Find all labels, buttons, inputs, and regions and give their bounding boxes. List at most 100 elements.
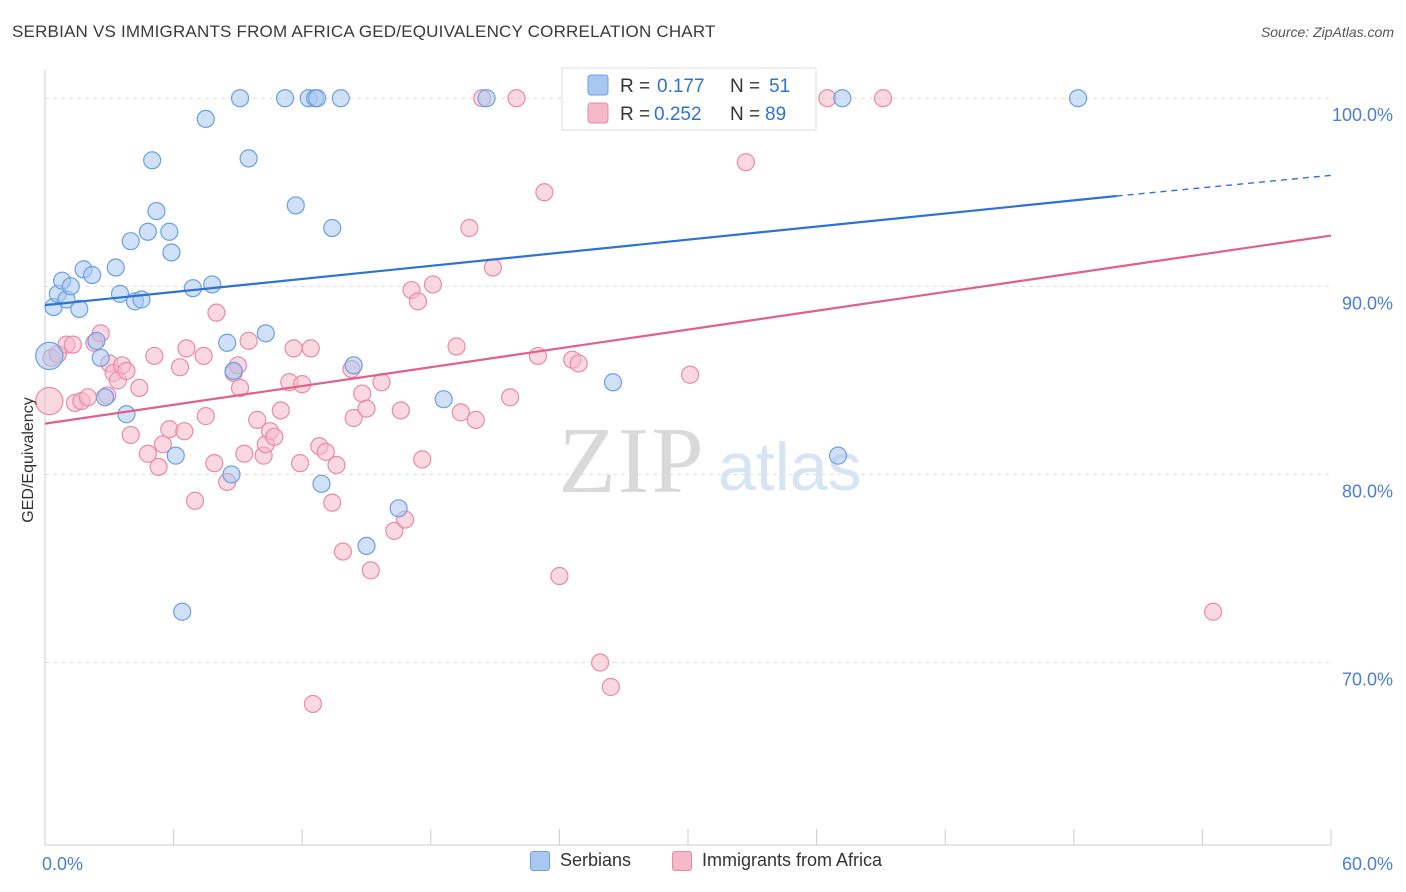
legend-r-value-1: 0.177: [657, 76, 705, 97]
serbians-point: [323, 218, 342, 238]
africa-point: [153, 435, 172, 454]
legend-label-africa: Immigrants from Africa: [702, 850, 883, 870]
africa-point: [316, 442, 335, 461]
x-tick-label-max: 60.0%: [1342, 854, 1393, 874]
legend-n-value-1: 51: [769, 76, 790, 97]
serbians-point: [196, 109, 215, 129]
africa-point: [239, 331, 258, 350]
series-africa-points: [35, 89, 1223, 714]
africa-point: [196, 407, 215, 426]
africa-point: [413, 450, 432, 469]
serbians-point: [35, 341, 64, 371]
serbians-point: [222, 465, 241, 484]
africa-point: [591, 653, 610, 672]
serbians-point: [275, 89, 295, 108]
africa-point: [423, 275, 443, 294]
serbians-point: [256, 324, 275, 343]
serbians-point: [70, 299, 89, 318]
africa-point: [466, 410, 485, 429]
africa-point: [160, 420, 179, 439]
africa-point: [185, 491, 205, 510]
y-tick-label-90: 90.0%: [1342, 293, 1393, 313]
africa-point: [138, 444, 157, 463]
legend-n-label-1: N =: [730, 76, 760, 97]
africa-point: [207, 303, 226, 322]
serbians-point: [833, 89, 852, 108]
y-tick-label-70: 70.0%: [1342, 670, 1393, 690]
africa-point: [63, 335, 82, 354]
africa-point: [177, 339, 196, 358]
watermark-atlas: atlas: [718, 429, 862, 505]
serbians-point: [121, 232, 140, 251]
africa-point: [535, 183, 554, 202]
serbians-point: [344, 356, 363, 375]
serbians-point: [603, 373, 623, 392]
africa-point: [344, 408, 363, 428]
serbians-point: [331, 89, 350, 108]
africa-point: [447, 337, 466, 356]
africa-point: [736, 153, 755, 172]
africa-point: [323, 493, 342, 512]
legend-swatch-serbians-bottom: [530, 850, 550, 871]
y-tick-label-100: 100.0%: [1332, 105, 1393, 125]
legend-swatch-africa-bottom: [672, 850, 692, 871]
africa-point: [873, 89, 893, 108]
africa-point: [333, 542, 353, 561]
serbians-point: [110, 284, 130, 303]
africa-point: [290, 454, 310, 473]
serbians-point: [477, 89, 496, 108]
africa-point: [265, 427, 284, 446]
legend-r-label-1: R =: [620, 76, 650, 97]
africa-point: [460, 218, 479, 238]
watermark: ZIP atlas: [559, 409, 862, 513]
africa-point: [353, 384, 372, 403]
chart-title: SERBIAN VS IMMIGRANTS FROM AFRICA GED/EQ…: [12, 22, 716, 41]
serbians-point: [203, 275, 222, 294]
africa-point: [361, 561, 380, 580]
africa-point: [149, 457, 168, 477]
legend-label-serbians: Serbians: [560, 850, 632, 870]
serbians-point: [218, 333, 237, 352]
serbians-point: [312, 474, 331, 493]
serbians-point: [224, 361, 243, 381]
trend-line-serbians-extension: [1116, 174, 1332, 197]
trend-lines: [44, 174, 1332, 425]
x-tick-label-min: 0.0%: [42, 854, 83, 874]
serbians-point: [91, 348, 110, 367]
legend-n-label-2: N =: [730, 104, 760, 125]
y-tick-labels: 70.0% 80.0% 90.0% 100.0%: [1332, 105, 1393, 689]
africa-point: [248, 410, 267, 429]
africa-point: [483, 258, 503, 277]
legend-bottom: Serbians Immigrants from Africa: [0, 850, 1406, 878]
africa-point: [569, 354, 588, 373]
axes: [44, 70, 1332, 846]
africa-point: [501, 388, 520, 407]
africa-point: [235, 444, 254, 463]
africa-point: [391, 401, 410, 420]
serbians-point: [106, 258, 125, 277]
serbians-point: [83, 265, 102, 285]
serbians-point: [138, 222, 157, 241]
africa-point: [301, 339, 320, 358]
africa-point: [601, 677, 620, 697]
legend-n-value-2: 89: [765, 104, 786, 125]
africa-point: [357, 399, 376, 418]
serbians-point: [434, 390, 453, 409]
serbians-point: [143, 151, 162, 170]
legend-item-africa: Immigrants from Africa: [672, 850, 882, 871]
africa-point: [194, 346, 213, 366]
legend-r-value-2: 0.252: [654, 104, 702, 125]
trend-line-serbians: [44, 194, 1117, 307]
y-axis-label: GED/Equivalency: [20, 397, 37, 522]
serbians-point: [61, 277, 80, 296]
serbians-point: [166, 446, 185, 465]
africa-point: [284, 339, 303, 358]
serbians-point: [286, 196, 305, 215]
serbians-point: [147, 201, 166, 221]
africa-point: [117, 361, 136, 381]
africa-point: [408, 292, 428, 311]
legend-top: R = 0.177 N = 51 R = 0.252 N = 89: [561, 67, 817, 131]
africa-point: [175, 422, 194, 441]
serbians-point: [173, 602, 192, 621]
